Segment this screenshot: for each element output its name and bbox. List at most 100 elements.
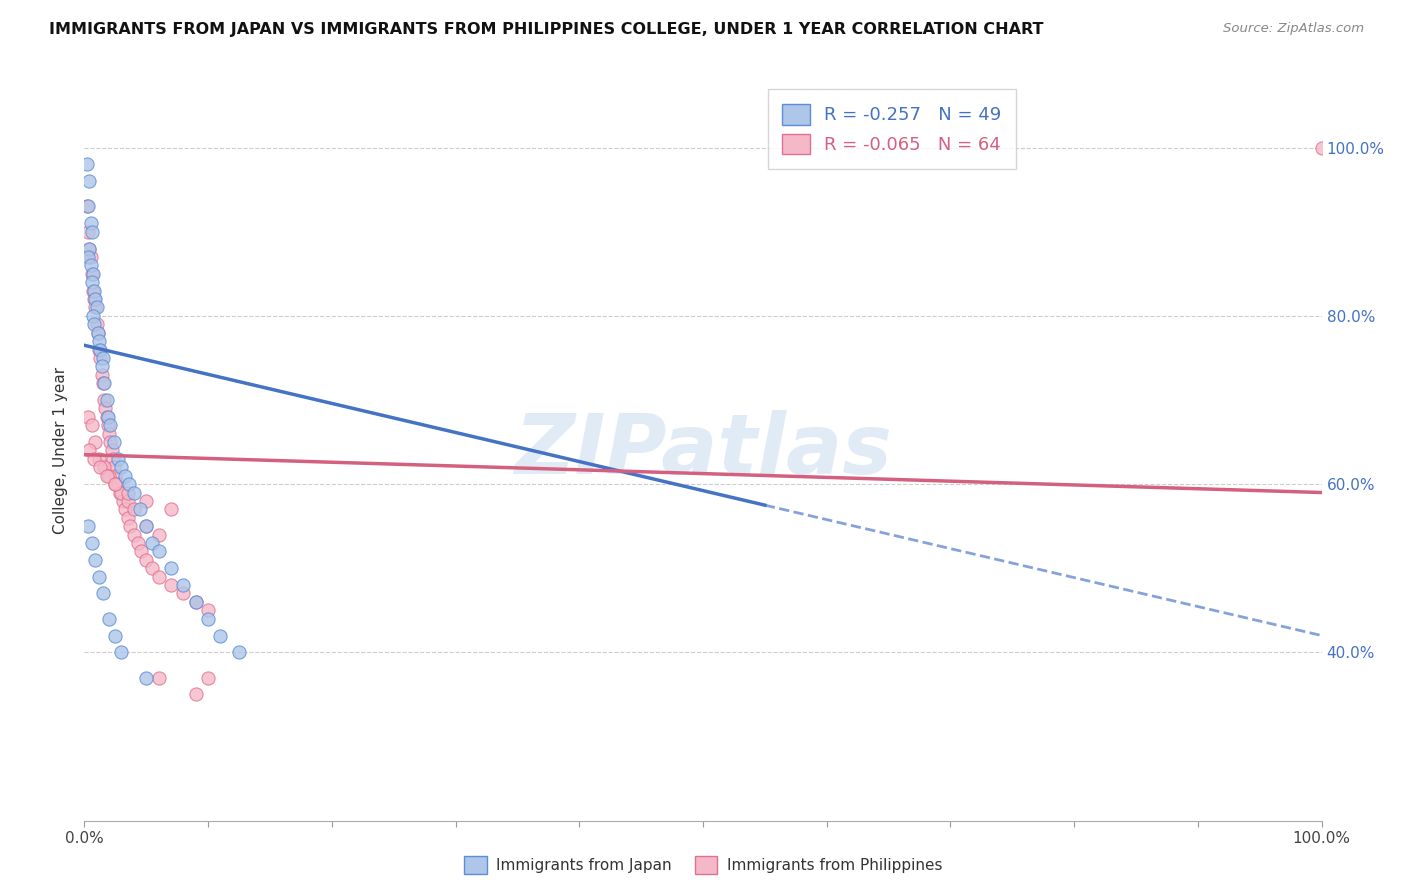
Point — [96, 409, 118, 424]
Point — [98, 435, 121, 450]
Text: Source: ZipAtlas.com: Source: ZipAtlas.com — [1223, 22, 1364, 36]
Point — [122, 485, 145, 500]
Legend: R = -0.257   N = 49, R = -0.065   N = 64: R = -0.257 N = 49, R = -0.065 N = 64 — [768, 89, 1015, 169]
Point — [84, 435, 107, 450]
Point — [135, 553, 157, 567]
Point — [89, 460, 111, 475]
Point — [83, 284, 105, 298]
Point — [117, 494, 139, 508]
Point — [110, 645, 132, 659]
Point — [127, 536, 149, 550]
Point — [97, 418, 120, 433]
Legend: Immigrants from Japan, Immigrants from Philippines: Immigrants from Japan, Immigrants from P… — [458, 850, 948, 880]
Point — [83, 318, 105, 332]
Point — [77, 225, 100, 239]
Point — [114, 502, 136, 516]
Point — [98, 612, 121, 626]
Point — [103, 460, 125, 475]
Y-axis label: College, Under 1 year: College, Under 1 year — [53, 367, 69, 534]
Point — [80, 267, 103, 281]
Point — [79, 443, 101, 458]
Text: IMMIGRANTS FROM JAPAN VS IMMIGRANTS FROM PHILIPPINES COLLEGE, UNDER 1 YEAR CORRE: IMMIGRANTS FROM JAPAN VS IMMIGRANTS FROM… — [49, 22, 1043, 37]
Point — [172, 578, 194, 592]
Point — [77, 409, 100, 424]
Point — [160, 561, 183, 575]
Point — [80, 275, 103, 289]
Point — [148, 671, 170, 685]
Point — [104, 468, 127, 483]
Point — [90, 359, 112, 374]
Point — [96, 392, 118, 407]
Point — [83, 292, 105, 306]
Point — [86, 318, 108, 332]
Point — [184, 688, 207, 702]
Point — [107, 477, 129, 491]
Point — [101, 451, 124, 466]
Point — [91, 376, 114, 391]
Point — [1310, 140, 1333, 154]
Point — [76, 199, 98, 213]
Point — [103, 435, 125, 450]
Point — [77, 250, 100, 264]
Point — [184, 595, 207, 609]
Point — [197, 671, 219, 685]
Point — [104, 629, 127, 643]
Point — [110, 460, 132, 475]
Point — [98, 418, 121, 433]
Point — [91, 586, 114, 600]
Point — [93, 460, 115, 475]
Point — [117, 485, 139, 500]
Point — [77, 519, 100, 533]
Point — [118, 477, 141, 491]
Point — [172, 586, 194, 600]
Point — [228, 645, 250, 659]
Point — [79, 259, 101, 273]
Point — [79, 250, 101, 264]
Point — [77, 199, 100, 213]
Point — [141, 536, 163, 550]
Point — [83, 451, 105, 466]
Point — [129, 544, 152, 558]
Point — [148, 527, 170, 541]
Point — [209, 629, 232, 643]
Point — [122, 502, 145, 516]
Point — [148, 544, 170, 558]
Point — [94, 401, 117, 416]
Point — [104, 477, 127, 491]
Point — [84, 553, 107, 567]
Point — [82, 309, 104, 323]
Point — [87, 326, 110, 340]
Point — [80, 536, 103, 550]
Point — [110, 485, 132, 500]
Point — [107, 451, 129, 466]
Point — [98, 426, 121, 441]
Point — [79, 174, 101, 188]
Point — [80, 225, 103, 239]
Point — [89, 343, 111, 357]
Point — [141, 561, 163, 575]
Point — [110, 485, 132, 500]
Point — [135, 671, 157, 685]
Point — [82, 284, 104, 298]
Point — [89, 343, 111, 357]
Point — [89, 451, 111, 466]
Point — [93, 376, 115, 391]
Point — [79, 242, 101, 256]
Point — [97, 409, 120, 424]
Point — [184, 595, 207, 609]
Point — [120, 519, 142, 533]
Point — [148, 569, 170, 583]
Point — [135, 494, 157, 508]
Point — [98, 468, 121, 483]
Point — [89, 351, 111, 365]
Point — [114, 468, 136, 483]
Point — [160, 502, 183, 516]
Point — [91, 351, 114, 365]
Point — [197, 612, 219, 626]
Point — [111, 494, 134, 508]
Point — [129, 502, 152, 516]
Point — [79, 242, 101, 256]
Point — [76, 157, 98, 171]
Point — [135, 519, 157, 533]
Point — [122, 527, 145, 541]
